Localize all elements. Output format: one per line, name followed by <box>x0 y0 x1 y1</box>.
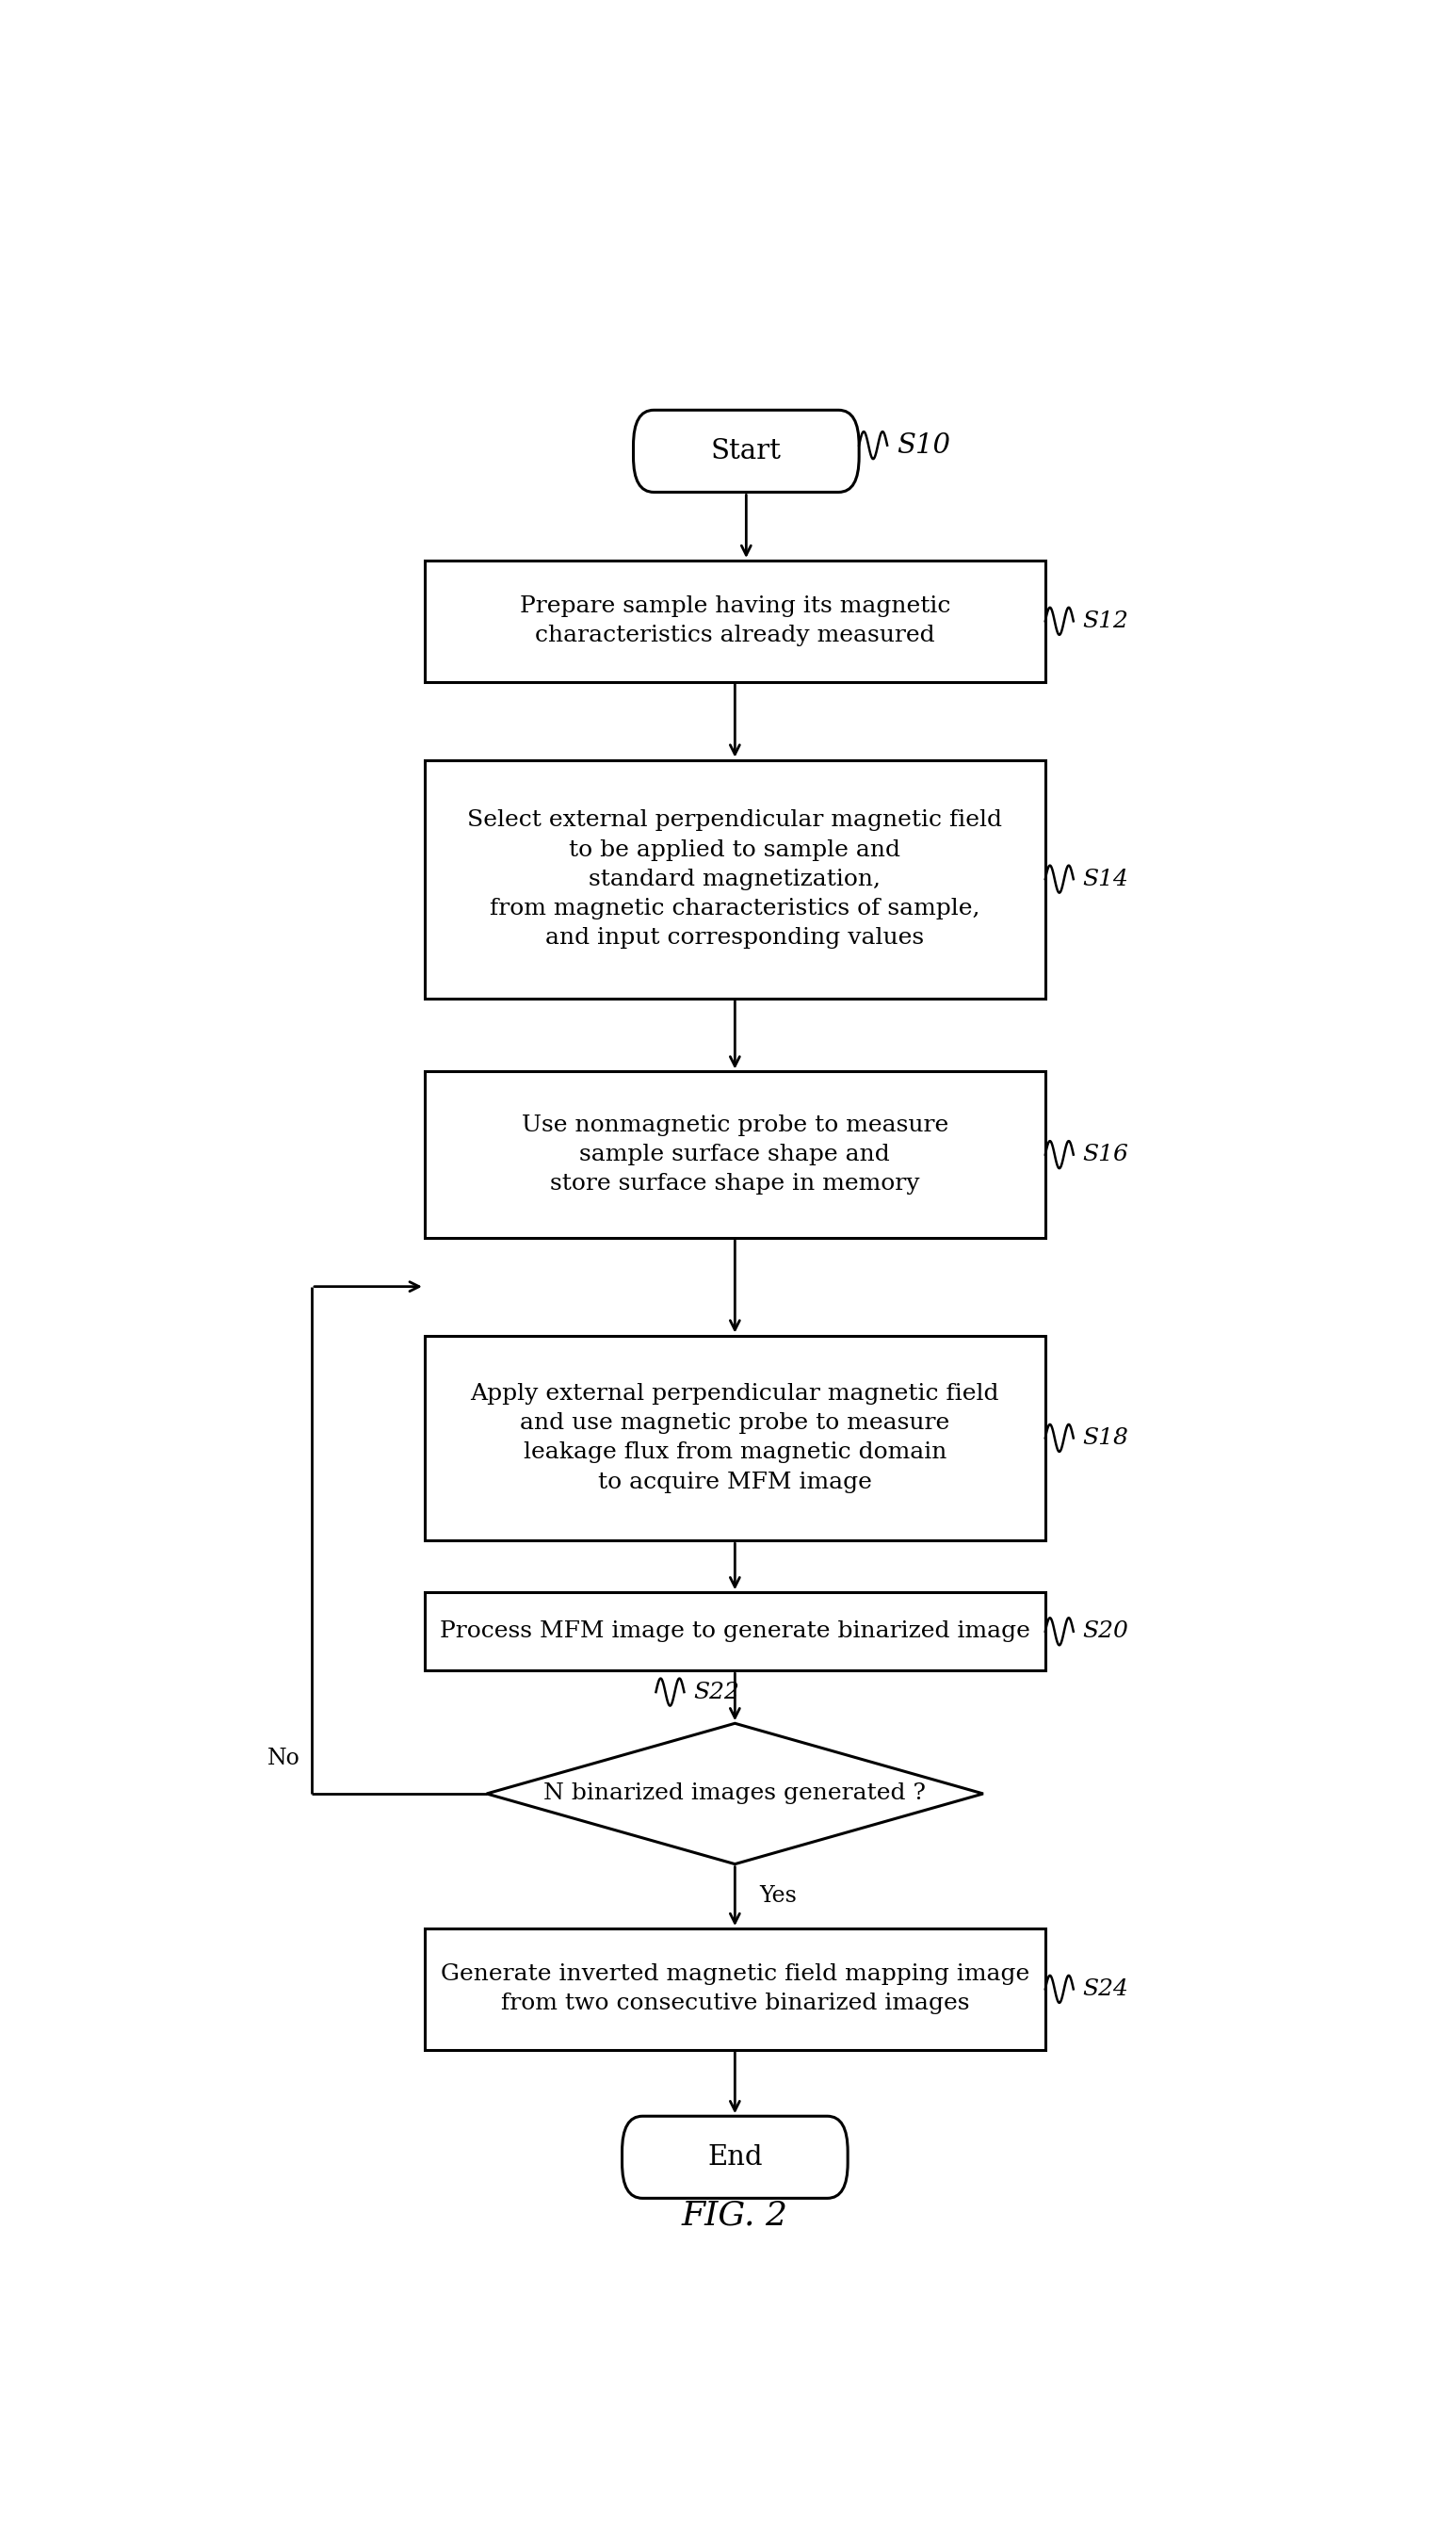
Bar <box>425 1929 1045 2051</box>
FancyBboxPatch shape <box>622 2117 847 2198</box>
Text: Prepare sample having its magnetic
characteristics already measured: Prepare sample having its magnetic chara… <box>520 596 951 647</box>
Text: S24: S24 <box>1082 1977 1128 2000</box>
Text: S20: S20 <box>1082 1622 1128 1642</box>
Text: Use nonmagnetic probe to measure
sample surface shape and
store surface shape in: Use nonmagnetic probe to measure sample … <box>521 1114 948 1195</box>
Text: S10: S10 <box>897 431 949 459</box>
Bar <box>425 1335 1045 1541</box>
Text: FIG. 2: FIG. 2 <box>681 2200 788 2231</box>
Text: N binarized images generated ?: N binarized images generated ? <box>543 1782 926 1805</box>
Text: Start: Start <box>711 439 782 464</box>
Text: End: End <box>708 2145 763 2170</box>
Text: S18: S18 <box>1082 1426 1128 1449</box>
Text: Process MFM image to generate binarized image: Process MFM image to generate binarized … <box>440 1622 1029 1642</box>
Text: Generate inverted magnetic field mapping image
from two consecutive binarized im: Generate inverted magnetic field mapping… <box>441 1964 1029 2015</box>
Bar <box>425 1591 1045 1670</box>
Text: S14: S14 <box>1082 868 1128 891</box>
Text: S16: S16 <box>1082 1145 1128 1165</box>
Polygon shape <box>486 1723 983 1863</box>
FancyBboxPatch shape <box>633 411 859 492</box>
Bar <box>425 759 1045 997</box>
Text: S22: S22 <box>693 1680 740 1703</box>
Bar <box>425 1071 1045 1239</box>
Bar <box>425 561 1045 683</box>
Text: Yes: Yes <box>760 1886 798 1906</box>
Text: S12: S12 <box>1082 609 1128 632</box>
Text: Apply external perpendicular magnetic field
and use magnetic probe to measure
le: Apply external perpendicular magnetic fi… <box>470 1383 999 1492</box>
Text: No: No <box>268 1749 300 1769</box>
Text: Select external perpendicular magnetic field
to be applied to sample and
standar: Select external perpendicular magnetic f… <box>467 810 1002 949</box>
